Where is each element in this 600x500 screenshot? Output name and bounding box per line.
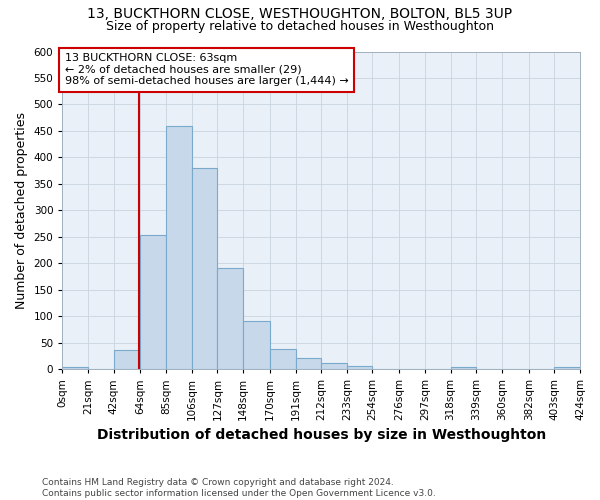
- Bar: [347, 366, 373, 369]
- Bar: [217, 268, 243, 369]
- Bar: [166, 126, 192, 369]
- Bar: [113, 350, 140, 369]
- Bar: [321, 363, 347, 369]
- Text: Size of property relative to detached houses in Westhoughton: Size of property relative to detached ho…: [106, 20, 494, 33]
- Bar: [451, 367, 476, 369]
- Bar: [270, 350, 296, 369]
- Y-axis label: Number of detached properties: Number of detached properties: [15, 112, 28, 309]
- Text: 13, BUCKTHORN CLOSE, WESTHOUGHTON, BOLTON, BL5 3UP: 13, BUCKTHORN CLOSE, WESTHOUGHTON, BOLTO…: [88, 8, 512, 22]
- X-axis label: Distribution of detached houses by size in Westhoughton: Distribution of detached houses by size …: [97, 428, 546, 442]
- Text: 13 BUCKTHORN CLOSE: 63sqm
← 2% of detached houses are smaller (29)
98% of semi-d: 13 BUCKTHORN CLOSE: 63sqm ← 2% of detach…: [65, 53, 349, 86]
- Bar: [62, 367, 88, 369]
- Bar: [192, 168, 217, 369]
- Bar: [554, 368, 580, 369]
- Bar: [140, 235, 166, 369]
- Text: Contains HM Land Registry data © Crown copyright and database right 2024.
Contai: Contains HM Land Registry data © Crown c…: [42, 478, 436, 498]
- Bar: [243, 321, 270, 369]
- Bar: [296, 358, 321, 369]
